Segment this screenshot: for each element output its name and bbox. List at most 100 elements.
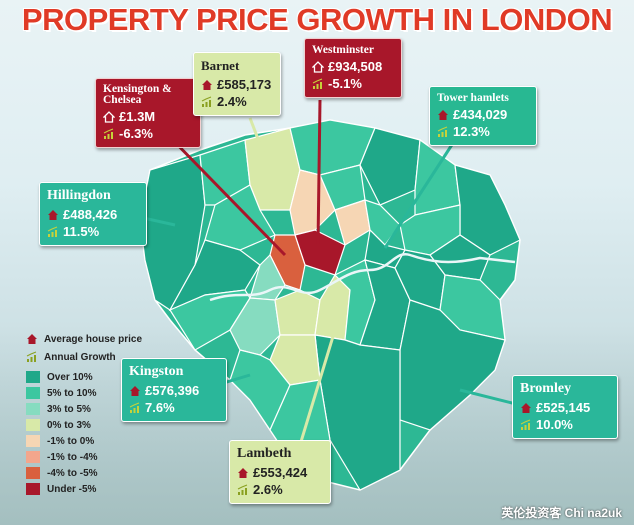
legend-price-label: Average house price <box>44 333 143 345</box>
borough-bromley <box>399 299 506 431</box>
legend-item-label: 5% to 10% <box>47 387 97 399</box>
callout-name: Bromley <box>520 381 572 396</box>
callout-kensington[interactable]: Kensington & Chelsea £1.3M -6.3% <box>95 78 201 148</box>
callout-growth: 10.0% <box>536 417 573 432</box>
callout-price-row: £488,426 <box>47 206 139 223</box>
legend-swatch <box>26 467 40 479</box>
legend-item: 0% to 3% <box>26 417 142 433</box>
legend-item: -4% to -5% <box>26 465 142 481</box>
leader-line-kensington <box>163 130 287 257</box>
callout-price-row: £934,508 <box>312 58 394 75</box>
callout-lambeth[interactable]: Lambeth £553,424 2.6% <box>229 440 331 504</box>
callout-hillingdon[interactable]: Hillingdon £488,426 11.5% <box>39 182 147 246</box>
legend-price-key: Average house price <box>26 333 142 345</box>
house-icon <box>520 402 532 414</box>
page-title: PROPERTY PRICE GROWTH IN LONDON <box>21 2 613 37</box>
callout-price: £576,396 <box>145 383 200 398</box>
growth-icon <box>129 402 141 414</box>
leader-line-barnet <box>248 117 270 166</box>
callout-growth-row: -5.1% <box>312 75 394 92</box>
callout-growth: 11.5% <box>63 224 100 239</box>
leader-line-bromley <box>459 388 521 407</box>
callout-growth: -6.3% <box>119 126 153 141</box>
callout-price: £434,029 <box>453 107 508 122</box>
leader-line-lambeth <box>298 319 340 446</box>
house-icon <box>103 110 115 123</box>
legend-swatch <box>26 451 40 463</box>
growth-icon <box>26 351 38 363</box>
callout-barnet[interactable]: Barnet £585,173 2.4% <box>193 52 281 116</box>
callout-bromley[interactable]: Bromley £525,145 10.0% <box>512 375 618 439</box>
callout-growth: 7.6% <box>145 400 175 415</box>
callout-growth-row: 2.6% <box>237 481 323 498</box>
callout-price: £1.3M <box>119 109 156 124</box>
callout-growth: -5.1% <box>328 76 362 91</box>
growth-icon <box>237 484 249 496</box>
callout-growth-row: 7.6% <box>129 399 219 416</box>
borough-wandsworth <box>274 289 321 336</box>
growth-icon <box>312 78 324 90</box>
callout-growth-row: -6.3% <box>103 125 193 142</box>
callout-price-row: £553,424 <box>237 464 323 481</box>
legend-item: 3% to 5% <box>26 401 142 417</box>
legend-items: Over 10% 5% to 10% 3% to 5% 0% to 3% -1% to … <box>26 369 142 497</box>
house-icon <box>129 385 141 397</box>
legend-item-label: -4% to -5% <box>47 467 98 479</box>
callout-price: £934,508 <box>328 59 383 74</box>
legend-growth-label: Annual Growth <box>44 351 116 363</box>
callout-growth-row: 10.0% <box>520 416 610 433</box>
legend-swatch <box>26 483 40 495</box>
callout-name: Lambeth <box>237 446 292 461</box>
callout-name: Barnet <box>201 58 240 73</box>
legend-swatch <box>26 435 40 447</box>
legend-swatch <box>26 419 40 431</box>
watermark: 英伦投资客 Chi na2uk <box>501 506 622 520</box>
growth-icon <box>103 128 115 140</box>
callout-tower-hamlets[interactable]: Tower hamlets £434,029 12.3% <box>429 86 537 146</box>
callout-growth: 2.6% <box>253 482 283 497</box>
house-icon <box>312 60 324 73</box>
leader-line-tower-hamlets <box>383 139 457 249</box>
house-icon <box>437 109 449 121</box>
legend-item: 5% to 10% <box>26 385 142 401</box>
callout-name: Westminster <box>312 44 374 56</box>
house-icon <box>201 79 213 91</box>
callout-price-row: £585,173 <box>201 76 273 93</box>
callout-growth-row: 2.4% <box>201 93 273 110</box>
callout-price: £525,145 <box>536 400 591 415</box>
leader-line-westminster <box>316 99 322 246</box>
house-icon <box>47 209 59 221</box>
callout-price: £585,173 <box>217 77 272 92</box>
callout-price-row: £525,145 <box>520 399 610 416</box>
legend-swatch <box>26 403 40 415</box>
callout-price-row: £434,029 <box>437 106 529 123</box>
callout-kingston[interactable]: Kingston £576,396 7.6% <box>121 358 227 422</box>
legend-swatch <box>26 387 40 399</box>
callout-name: Hillingdon <box>47 188 111 203</box>
legend-item-label: Under -5% <box>47 483 97 495</box>
callout-name: Tower hamlets <box>437 92 509 104</box>
callout-westminster[interactable]: Westminster £934,508 -5.1% <box>304 38 402 98</box>
borough-waltham <box>359 127 421 206</box>
house-icon <box>26 333 38 345</box>
callout-growth-row: 11.5% <box>47 223 139 240</box>
callout-price: £488,426 <box>63 207 118 222</box>
growth-icon <box>201 96 213 108</box>
callout-name: Kensington & Chelsea <box>103 83 172 106</box>
callout-price-row: £576,396 <box>129 382 219 399</box>
growth-icon <box>520 419 532 431</box>
growth-icon <box>47 226 59 238</box>
callout-growth: 2.4% <box>217 94 247 109</box>
house-icon <box>237 467 249 479</box>
legend-item-label: 3% to 5% <box>47 403 91 415</box>
borough-redbridge <box>414 138 461 216</box>
river-thames <box>209 252 516 302</box>
callout-name: Kingston <box>129 364 184 379</box>
legend-item: -1% to -4% <box>26 449 142 465</box>
callout-price-row: £1.3M <box>103 108 193 125</box>
legend-item: Over 10% <box>26 369 142 385</box>
callout-growth: 12.3% <box>453 124 490 139</box>
legend-item-label: Over 10% <box>47 371 93 383</box>
growth-icon <box>437 126 449 138</box>
legend-item-label: -1% to 0% <box>47 435 95 447</box>
